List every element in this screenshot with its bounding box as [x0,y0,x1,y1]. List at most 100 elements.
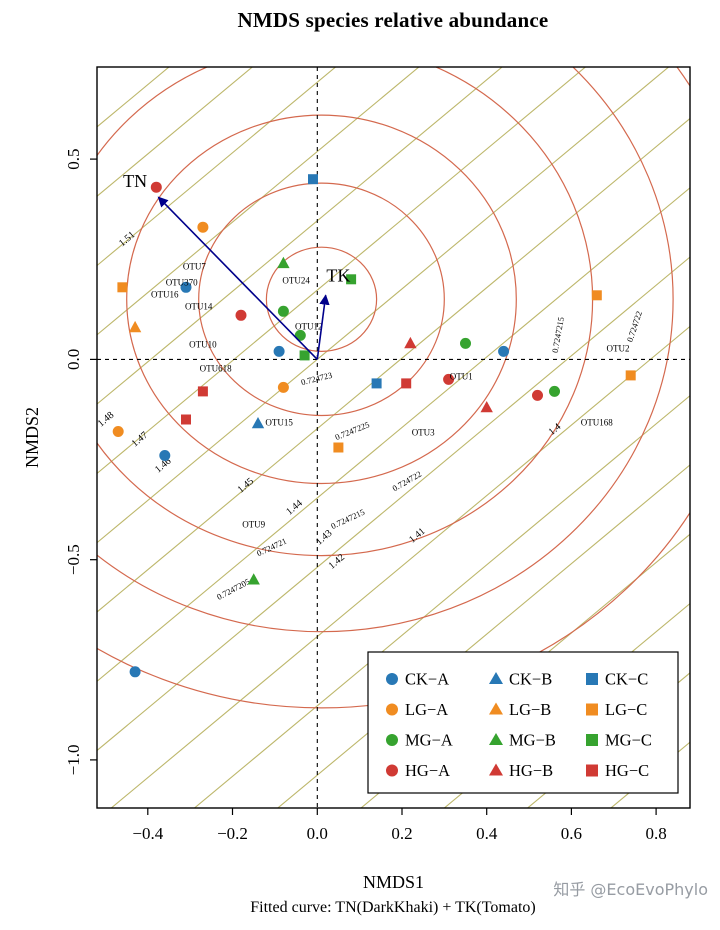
svg-text:OTU9: OTU9 [242,520,265,530]
svg-text:1.4: 1.4 [547,421,564,437]
point-CK-C [308,174,318,185]
point-HG-B [404,336,417,349]
legend-label: HG−A [405,761,450,780]
x-axis-ticks [147,808,657,815]
point-HG-A [150,181,162,193]
point-LG-A [197,221,209,233]
svg-text:OTU3: OTU3 [412,428,435,438]
otu-labels: OTU7 OTU370 OTU16 OTU14 OTU10 OTU618 OTU24 OTU1… [151,261,629,529]
point-LG-C [333,442,344,453]
svg-text:0.0: 0.0 [307,824,328,843]
env-vector-labels: TN TK [123,171,350,285]
svg-text:0.7247225: 0.7247225 [334,419,371,442]
zero-lines [97,67,690,808]
svg-text:0.724722: 0.724722 [390,469,423,494]
legend-label: HG−B [509,761,553,780]
svg-text:OTU2: OTU2 [607,343,630,353]
svg-text:TN: TN [123,171,147,191]
legend-swatch-HG−B [489,763,503,776]
point-MG-A [460,337,471,349]
point-CK-A [129,666,141,678]
tk-arrow [316,294,330,360]
svg-text:0.7247215: 0.7247215 [329,507,366,531]
svg-text:0.5: 0.5 [64,148,83,169]
point-LG-B [128,320,142,333]
chart-title: NMDS species relative abundance [237,8,549,32]
svg-text:−0.4: −0.4 [132,824,163,843]
svg-text:0.724722: 0.724722 [625,310,644,343]
x-axis-title: NMDS1 [363,872,424,892]
legend-swatch-CK−B [489,672,503,684]
svg-text:TK: TK [326,265,350,285]
svg-text:−0.2: −0.2 [217,824,248,843]
svg-text:OTU618: OTU618 [200,363,232,373]
point-HG-A [443,373,455,385]
svg-text:−1.0: −1.0 [64,744,83,775]
zhihu-watermark: 知乎 @EcoEvoPhylo [553,880,708,899]
legend-swatch-MG−B [489,733,503,745]
svg-text:0.7247205: 0.7247205 [215,576,252,602]
svg-text:1.47: 1.47 [130,430,150,450]
point-CK-C [371,378,382,389]
point-LG-C [625,370,636,381]
point-CK-A [159,450,171,461]
y-axis-tick-labels: 0.5 0.0 −0.5 −1.0 [64,148,83,775]
legend-label: MG−C [605,731,652,750]
point-LG-A [112,426,124,437]
point-LG-A [277,381,289,393]
point-HG-A [235,309,247,321]
point-CK-A [180,281,192,293]
svg-text:OTU1: OTU1 [450,371,473,381]
point-CK-A [273,345,285,357]
svg-text:0.2: 0.2 [391,824,412,843]
svg-text:0.724721: 0.724721 [255,536,288,559]
point-HG-A [532,389,543,401]
svg-text:1.45: 1.45 [236,476,256,496]
point-LG-C [591,290,602,301]
svg-text:1.43: 1.43 [314,528,334,548]
y-axis-title: NMDS2 [22,407,42,468]
env-vectors [157,196,330,360]
y-axis-ticks [90,158,97,761]
legend-swatch-MG−A [386,734,398,746]
svg-text:OTU168: OTU168 [581,418,613,428]
svg-text:0.7247215: 0.7247215 [550,316,566,353]
point-MG-A [549,385,560,397]
legend-label: CK−B [509,670,552,689]
legend-swatch-CK−A [386,673,398,685]
point-CK-B [251,417,265,429]
svg-text:OTU370: OTU370 [166,277,198,287]
svg-text:OTU7: OTU7 [183,261,206,271]
legend-label: CK−C [605,670,648,689]
legend-label: CK−A [405,670,449,689]
legend-swatch-LG−C [586,703,598,716]
fitted-curve-caption: Fitted curve: TN(DarkKhaki) + TK(Tomato) [250,899,536,916]
point-HG-C [181,414,191,425]
legend-label: LG−C [605,700,647,719]
point-MG-C [346,274,357,285]
point-HG-C [401,378,412,389]
sample-points [112,174,636,678]
svg-text:0.724723: 0.724723 [300,370,333,387]
svg-text:1.41: 1.41 [407,526,427,546]
legend-swatch-HG−C [586,764,598,777]
legend: CK−A CK−B CK−C LG−A LG−B LG−C MG−A MG−B MG−C HG−A… [367,651,679,794]
legend-swatch-LG−B [489,702,503,715]
legend-label: LG−B [509,700,551,719]
legend-label: LG−A [405,700,448,719]
svg-text:0.4: 0.4 [476,824,498,843]
point-HG-C [197,386,208,397]
svg-text:0.8: 0.8 [645,824,666,843]
legend-label: HG−C [605,761,649,780]
svg-text:1.44: 1.44 [284,498,304,518]
svg-text:−0.5: −0.5 [64,544,83,575]
svg-text:OTU16: OTU16 [151,289,179,299]
svg-text:OTU12: OTU12 [295,321,323,331]
legend-label: MG−A [405,731,453,750]
svg-text:OTU10: OTU10 [189,339,217,349]
plot-border [96,66,691,809]
point-MG-B [277,256,290,269]
point-LG-C [117,282,128,293]
